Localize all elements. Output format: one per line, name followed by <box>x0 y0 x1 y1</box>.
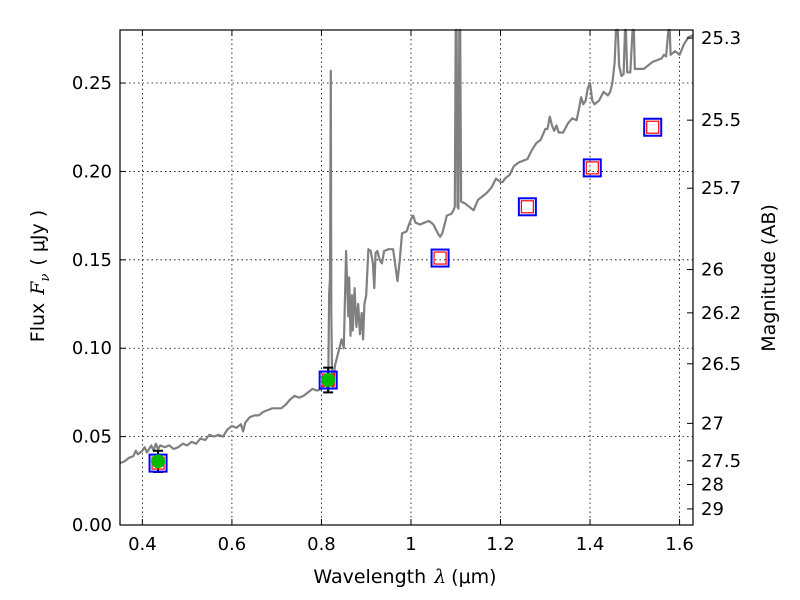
model-photometry-square-inner <box>520 200 534 214</box>
model-photometry-square-outer <box>517 197 537 217</box>
y-tick-label: 0.25 <box>72 73 112 94</box>
plot-frame <box>119 29 694 526</box>
x-axis-label: Wavelength λ (μm) <box>313 566 496 588</box>
model-photometry-square-outer <box>318 370 338 390</box>
y-axis-label: FluxFν( μJy ) <box>27 210 53 342</box>
measured-photometry-point <box>151 454 166 469</box>
right-tick-label: 26.5 <box>701 354 741 375</box>
right-tick-label: 28 <box>701 475 724 496</box>
y-tick-label: 0.10 <box>72 338 112 359</box>
model-spectrum-line <box>119 28 694 465</box>
model-photometry-square-inner <box>585 161 599 175</box>
y-tick-label: 0.00 <box>72 515 112 536</box>
model-photometry-square-outer <box>430 248 450 268</box>
model-photometry-square-outer <box>582 158 602 178</box>
right-tick-label: 26 <box>701 260 724 281</box>
y-tick-label: 0.15 <box>72 250 112 271</box>
model-photometry-square-outer <box>643 117 663 137</box>
x-tick-label: 0.4 <box>128 534 157 555</box>
measured-photometry-point <box>321 373 336 388</box>
right-tick-label: 25.5 <box>701 110 741 131</box>
ticks: 0.4 0.6 0.8 1 1.2 1.4 1.6 0.00 0.05 0.10 0.15 0.20 0… <box>72 28 741 555</box>
x-tick-label: 0.6 <box>218 534 247 555</box>
right-tick-label: 29 <box>701 499 724 520</box>
right-tick-label: 26.2 <box>701 303 741 324</box>
x-tick-label: 1 <box>405 534 416 555</box>
y-tick-label: 0.05 <box>72 427 112 448</box>
photometry-markers <box>148 117 663 473</box>
y-tick-label: 0.20 <box>72 161 112 182</box>
x-tick-label: 1.4 <box>576 534 605 555</box>
model-photometry-square-inner <box>433 251 447 265</box>
x-tick-label: 1.6 <box>665 534 694 555</box>
right-tick-label: 27.5 <box>701 451 741 472</box>
right-tick-label: 27 <box>701 413 724 434</box>
grid <box>120 30 693 526</box>
spectrum-layer <box>119 28 694 465</box>
right-tick-label: 25.3 <box>701 28 741 49</box>
right-axis-label: Magnitude (AB) <box>758 204 780 352</box>
model-photometry-square-inner <box>646 120 660 134</box>
x-tick-label: 1.2 <box>486 534 515 555</box>
right-tick-label: 25.7 <box>701 178 741 199</box>
x-tick-label: 0.8 <box>307 534 336 555</box>
